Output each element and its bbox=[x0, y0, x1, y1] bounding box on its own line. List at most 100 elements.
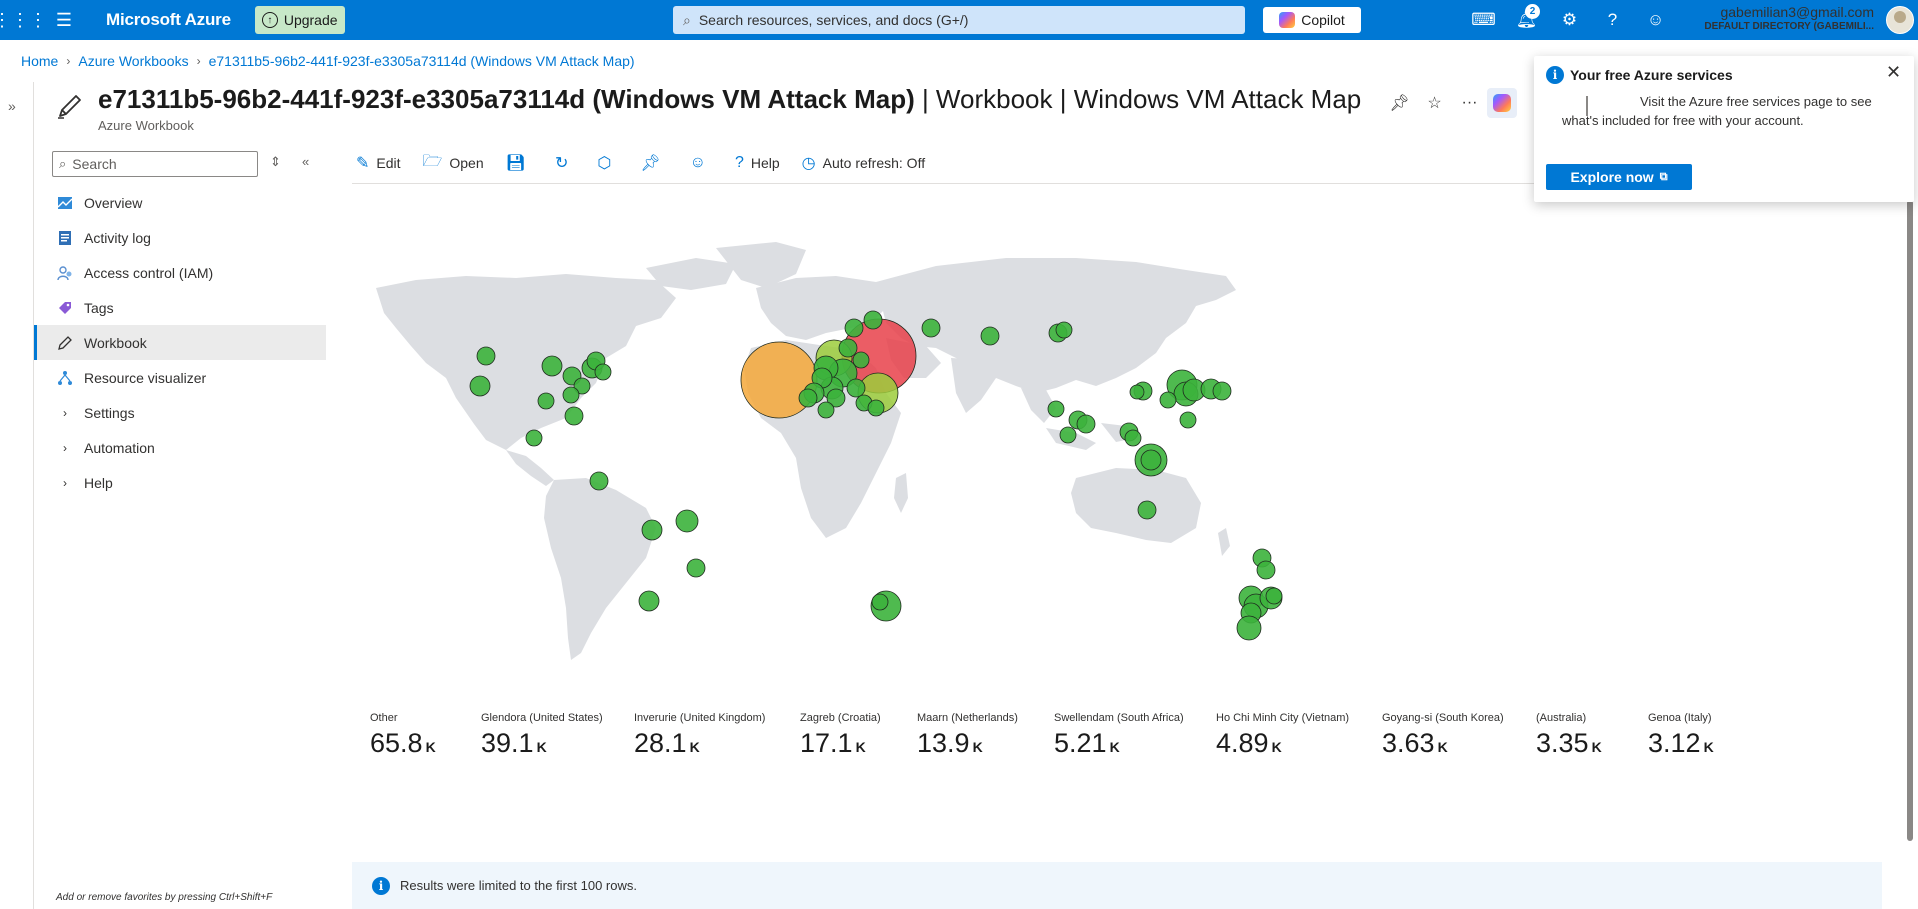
hamburger-menu-icon[interactable]: ☰ bbox=[55, 9, 73, 30]
attack-bubble[interactable] bbox=[1055, 321, 1073, 339]
attack-bubble[interactable] bbox=[1129, 384, 1145, 400]
pin-icon[interactable]: 📌︎ bbox=[1389, 95, 1410, 112]
tile-genoa[interactable]: Genoa (Italy) 3.12 K bbox=[1648, 712, 1714, 759]
attack-bubble[interactable] bbox=[871, 593, 889, 611]
menu-search[interactable]: ⌕ bbox=[52, 151, 258, 177]
global-search-input[interactable] bbox=[698, 12, 1199, 28]
attack-bubble[interactable] bbox=[838, 338, 858, 358]
upgrade-button[interactable]: ↑ Upgrade bbox=[254, 6, 345, 34]
attack-bubble[interactable] bbox=[675, 509, 699, 533]
open-button[interactable]: 🗁︎ Open bbox=[423, 150, 484, 177]
avatar[interactable] bbox=[1886, 6, 1914, 34]
tile-goyang-si[interactable]: Goyang-si (South Korea) 3.63 K bbox=[1382, 712, 1504, 759]
collapse-menu-icon[interactable]: « bbox=[302, 154, 310, 169]
attack-bubble[interactable] bbox=[537, 392, 555, 410]
sidebar-item-tags[interactable]: Tags bbox=[34, 290, 326, 325]
auto-refresh-button[interactable]: ◷ Auto refresh: Off bbox=[802, 153, 925, 173]
attack-bubble[interactable] bbox=[980, 326, 1000, 346]
breadcrumb-home[interactable]: Home bbox=[21, 53, 59, 69]
tile-number: 65.8 bbox=[370, 728, 423, 758]
customize-button[interactable]: ⬡ bbox=[597, 153, 618, 173]
tile-other[interactable]: Other 65.8 K bbox=[370, 712, 436, 759]
feedback-icon[interactable]: ☺ bbox=[1646, 10, 1665, 29]
attack-bubble[interactable] bbox=[594, 363, 612, 381]
attack-bubble[interactable] bbox=[1159, 391, 1177, 409]
attack-bubble[interactable] bbox=[1124, 429, 1142, 447]
breadcrumb-azure-workbooks[interactable]: Azure Workbooks bbox=[78, 53, 189, 69]
attack-bubble[interactable] bbox=[817, 401, 835, 419]
sidebar-item-activity-log[interactable]: Activity log bbox=[34, 220, 326, 255]
tile-maarn[interactable]: Maarn (Netherlands) 13.9 K bbox=[917, 712, 1018, 759]
copilot-button[interactable]: Copilot bbox=[1263, 7, 1361, 33]
sidebar-item-help[interactable]: › Help bbox=[34, 465, 326, 500]
notifications-bell-icon[interactable]: 🔔︎ 2 bbox=[1505, 0, 1548, 40]
vertical-scrollbar[interactable] bbox=[1907, 200, 1913, 841]
explore-now-button[interactable]: Explore now ⧉ bbox=[1546, 164, 1692, 190]
brand-name[interactable]: Microsoft Azure bbox=[106, 10, 231, 29]
attack-bubble[interactable] bbox=[1137, 500, 1157, 520]
app-launcher-icon[interactable]: ⋮⋮⋮ bbox=[0, 9, 47, 30]
close-icon[interactable]: ✕ bbox=[1886, 62, 1902, 82]
attack-bubble[interactable] bbox=[638, 590, 660, 612]
attack-bubble[interactable] bbox=[1059, 426, 1077, 444]
tile-swellendam[interactable]: Swellendam (South Africa) 5.21 K bbox=[1054, 712, 1184, 759]
attack-bubble[interactable] bbox=[562, 386, 580, 404]
attack-bubble[interactable] bbox=[1236, 615, 1262, 641]
sidebar-item-resource-visualizer[interactable]: Resource visualizer bbox=[34, 360, 326, 395]
attack-bubble[interactable] bbox=[1212, 381, 1232, 401]
attack-bubble[interactable] bbox=[686, 558, 706, 578]
sidebar-item-iam[interactable]: Access control (IAM) bbox=[34, 255, 326, 290]
attack-bubble[interactable] bbox=[798, 388, 818, 408]
more-options-icon[interactable]: ··· bbox=[1461, 94, 1478, 111]
attack-bubble[interactable] bbox=[564, 406, 584, 426]
attack-bubble[interactable] bbox=[826, 388, 846, 408]
attack-bubble[interactable] bbox=[641, 519, 663, 541]
cloud-shell-icon[interactable]: ⌨ bbox=[1471, 10, 1496, 29]
tile-glendora[interactable]: Glendora (United States) 39.1 K bbox=[481, 712, 603, 759]
account-menu[interactable]: gabemilian3@gmail.com DEFAULT DIRECTORY … bbox=[1690, 4, 1874, 33]
attack-bubble[interactable] bbox=[863, 310, 883, 330]
copilot-assist-button[interactable] bbox=[1487, 88, 1517, 118]
menu-search-input[interactable] bbox=[72, 156, 243, 172]
attack-bubble[interactable] bbox=[525, 429, 543, 447]
sidebar-item-automation[interactable]: › Automation bbox=[34, 430, 326, 465]
attack-bubble[interactable] bbox=[1179, 411, 1197, 429]
attack-bubble[interactable] bbox=[846, 378, 866, 398]
attack-bubble[interactable] bbox=[852, 351, 870, 369]
attack-bubble[interactable] bbox=[921, 318, 941, 338]
attack-bubble[interactable] bbox=[476, 346, 496, 366]
attack-bubble[interactable] bbox=[469, 375, 491, 397]
attack-bubble[interactable] bbox=[1265, 587, 1283, 605]
sidebar-item-overview[interactable]: Overview bbox=[34, 185, 326, 220]
sort-icon[interactable]: ⇕ bbox=[270, 154, 281, 169]
pin-button[interactable]: 📌︎ bbox=[640, 153, 667, 173]
sidebar-item-workbook[interactable]: Workbook bbox=[34, 325, 326, 360]
attack-bubble[interactable] bbox=[1047, 400, 1065, 418]
save-button[interactable]: 💾︎ bbox=[506, 153, 533, 173]
refresh-button[interactable]: ↻ bbox=[555, 153, 575, 173]
breadcrumb-current[interactable]: e71311b5-96b2-441f-923f-e3305a73114d (Wi… bbox=[208, 53, 635, 69]
attack-bubble[interactable] bbox=[1076, 414, 1096, 434]
attack-bubble[interactable] bbox=[867, 399, 885, 417]
panel-divider bbox=[33, 82, 34, 909]
help-button[interactable]: ? Help bbox=[735, 154, 780, 172]
attack-bubble[interactable] bbox=[589, 471, 609, 491]
favorite-star-icon[interactable]: ☆ bbox=[1427, 95, 1442, 112]
attack-bubble[interactable] bbox=[1256, 560, 1276, 580]
attack-bubble[interactable] bbox=[541, 355, 563, 377]
tile-zagreb[interactable]: Zagreb (Croatia) 17.1 K bbox=[800, 712, 881, 759]
sidebar-item-settings[interactable]: › Settings bbox=[34, 395, 326, 430]
attack-map[interactable] bbox=[356, 228, 1356, 698]
attack-bubble[interactable] bbox=[1140, 449, 1162, 471]
settings-gear-icon[interactable]: ⚙ bbox=[1561, 10, 1578, 29]
feedback-button[interactable]: ☺ bbox=[690, 154, 713, 172]
tile-ho-chi-minh[interactable]: Ho Chi Minh City (Vietnam) 4.89 K bbox=[1216, 712, 1349, 759]
edit-button[interactable]: ✎ Edit bbox=[356, 153, 401, 173]
tile-australia[interactable]: (Australia) 3.35 K bbox=[1536, 712, 1602, 759]
tile-inverurie[interactable]: Inverurie (United Kingdom) 28.1 K bbox=[634, 712, 765, 759]
help-question-icon[interactable]: ? bbox=[1607, 10, 1618, 29]
global-search[interactable]: ⌕ bbox=[673, 6, 1245, 34]
expand-panel-icon[interactable]: » bbox=[8, 98, 16, 114]
attack-bubble[interactable] bbox=[844, 318, 864, 338]
attack-bubble[interactable] bbox=[573, 377, 591, 395]
